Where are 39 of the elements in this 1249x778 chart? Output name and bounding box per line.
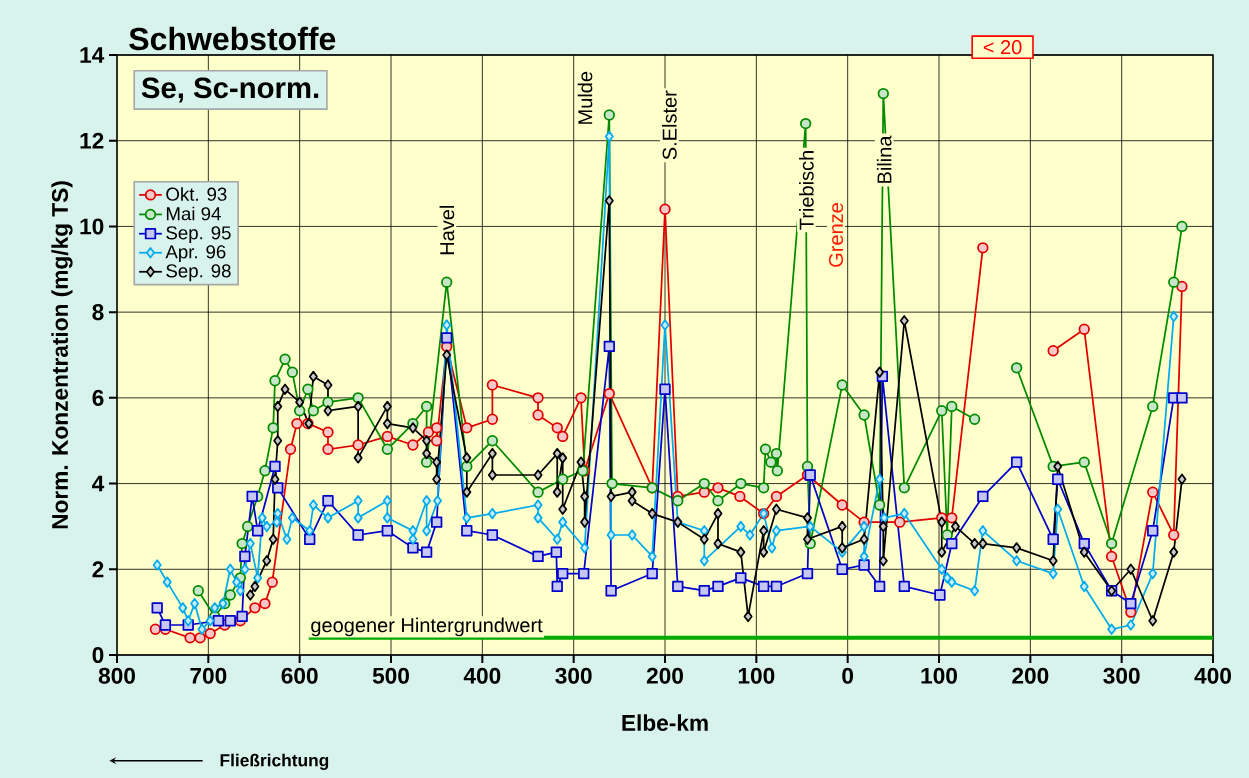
x-tick-label: 0 bbox=[842, 667, 854, 684]
x-tick-label: 600 bbox=[281, 667, 318, 684]
legend-label: Apr. 96 bbox=[165, 245, 226, 263]
x-tick-label: 200 bbox=[1012, 667, 1049, 684]
legend-label: Mai 94 bbox=[166, 206, 221, 221]
annotation: Havel bbox=[439, 205, 455, 255]
x-tick-label: 700 bbox=[190, 667, 227, 684]
y-tick-label: 2 bbox=[92, 561, 104, 578]
chart-title: Schwebstoffe bbox=[129, 26, 336, 51]
y-axis-title: Norm. Konzentration (mg/kg TS) bbox=[51, 181, 73, 529]
y-tick-label: 12 bbox=[80, 132, 104, 149]
x-tick-label: 500 bbox=[372, 667, 409, 684]
x-tick-label: 100 bbox=[921, 667, 957, 684]
text: < 20 bbox=[983, 40, 1022, 55]
x-tick-label: 800 bbox=[98, 667, 135, 684]
y-tick-label: 14 bbox=[80, 47, 105, 63]
y-tick-label: 6 bbox=[92, 389, 104, 406]
x-tick-label: 200 bbox=[646, 667, 683, 684]
annotation: Triebisch bbox=[799, 151, 814, 230]
x-tick-label: 300 bbox=[555, 667, 592, 684]
legend-label: Sep. 95 bbox=[166, 226, 231, 244]
y-tick-label: 10 bbox=[80, 218, 104, 235]
x-tick-label: 400 bbox=[463, 667, 501, 684]
annotation: S.Elster bbox=[662, 90, 677, 160]
annotation: Mulde bbox=[577, 71, 593, 124]
annotation: Grenze bbox=[828, 203, 844, 267]
annotation: Bilina bbox=[876, 135, 892, 183]
y-tick-label: 8 bbox=[92, 304, 104, 321]
text: Fließrichtung bbox=[220, 753, 329, 770]
x-tick-label: 400 bbox=[1194, 667, 1231, 684]
series-label: geogener Hintergrundwert bbox=[311, 617, 543, 637]
legend-label: Sep. 98 bbox=[166, 264, 231, 282]
legend-title: Se, Sc-norm. bbox=[141, 77, 319, 103]
x-tick-label: 100 bbox=[738, 667, 775, 684]
x-axis-title: Elbe-km bbox=[622, 714, 708, 731]
y-tick-label: 4 bbox=[92, 475, 105, 492]
legend-label: Okt. 93 bbox=[166, 187, 227, 201]
x-tick-label: 300 bbox=[1103, 667, 1140, 684]
y-tick-label: 0 bbox=[92, 646, 104, 664]
